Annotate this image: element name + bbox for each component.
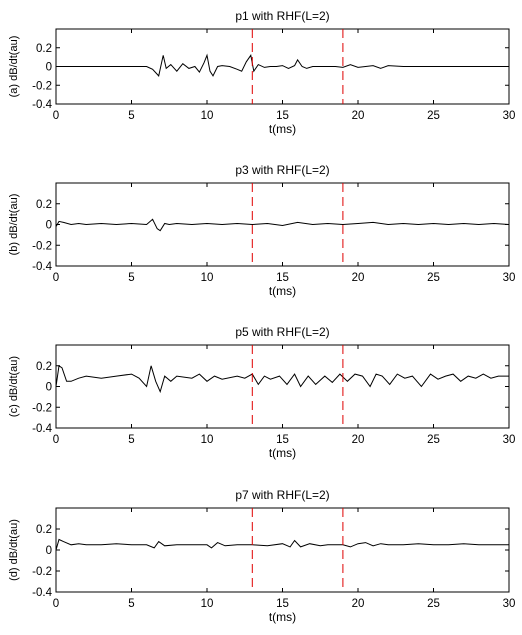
chart-panel-2: p3 with RHF(L=2) 0 5 10 15 20 25 30 0.2 0 -0.2 -0.4…	[8, 163, 515, 298]
x-tick-label: 10	[201, 110, 214, 122]
y-axis-label: (d) dB/dt(au)	[8, 519, 20, 581]
chart-title: p1 with RHF(L=2)	[235, 9, 329, 23]
y-tick-label: 0	[46, 62, 52, 74]
y-axis-label: (b) dB/dt(au)	[8, 194, 20, 256]
signal-line	[56, 53, 509, 77]
x-tick-label: 5	[128, 272, 134, 284]
x-tick-label: 20	[352, 598, 365, 610]
signal-line	[55, 538, 509, 551]
x-tick-label: 25	[427, 272, 440, 284]
y-tick-label: -0.2	[32, 240, 52, 252]
x-axis-label: t(ms)	[269, 284, 296, 298]
x-tick-label: 10	[201, 434, 214, 446]
chart-title: p3 with RHF(L=2)	[235, 163, 329, 177]
x-tick-label: 10	[201, 598, 214, 610]
x-tick-label: 0	[53, 598, 59, 610]
x-tick-label: 30	[503, 110, 516, 122]
x-tick-label: 20	[352, 434, 365, 446]
x-tick-label: 0	[53, 272, 59, 284]
y-tick-label: -0.2	[32, 80, 52, 92]
chart-panel-1: p1 with RHF(L=2) 0 5 10 15 20 25 30 0.2 0 -0.2 -0.4…	[8, 9, 515, 136]
x-tick-label: 0	[53, 110, 59, 122]
x-axis-label: t(ms)	[269, 446, 296, 460]
signal-line	[55, 364, 509, 394]
x-tick-label: 5	[128, 110, 134, 122]
y-tick-label: -0.4	[32, 423, 52, 435]
y-tick-label: 0	[46, 545, 52, 557]
x-tick-label: 25	[427, 434, 440, 446]
y-tick-label: 0.2	[36, 361, 52, 373]
plot-frame	[55, 344, 510, 429]
y-tick-label: -0.2	[32, 566, 52, 578]
signal-line	[55, 218, 510, 232]
x-tick-label: 10	[201, 272, 214, 284]
x-tick-label: 15	[276, 272, 289, 284]
y-tick-label: 0.2	[36, 524, 52, 536]
x-tick-label: 25	[427, 598, 440, 610]
x-tick-label: 20	[352, 110, 365, 122]
x-tick-label: 20	[352, 272, 365, 284]
y-tick-label: -0.4	[32, 99, 52, 111]
y-axis-label: (c) dB/dt(au)	[8, 356, 20, 417]
chart-title: p7 with RHF(L=2)	[235, 488, 329, 502]
y-tick-label: 0.2	[36, 43, 52, 55]
plot-frame	[55, 507, 510, 593]
x-tick-label: 30	[503, 598, 516, 610]
y-tick-label: -0.4	[32, 587, 52, 599]
x-tick-label: 0	[53, 434, 59, 446]
x-tick-label: 25	[427, 110, 440, 122]
x-axis-label: t(ms)	[269, 610, 296, 624]
x-tick-label: 15	[276, 110, 289, 122]
x-tick-label: 15	[276, 598, 289, 610]
chart-title: p5 with RHF(L=2)	[235, 325, 329, 339]
x-tick-label: 5	[128, 434, 134, 446]
x-axis-label: t(ms)	[269, 122, 296, 136]
chart-panel-4: p7 with RHF(L=2) 0 5 10 15 20 25 30 0.2 0 -0.2 -0.4…	[8, 488, 515, 624]
y-axis-label: (a) dB/dt(au)	[8, 36, 20, 98]
x-tick-label: 30	[503, 272, 516, 284]
chart-panel-3: p5 with RHF(L=2) 0 5 10 15 20 25 30 0.2 0 -0.2 -0.4…	[8, 325, 515, 460]
y-tick-label: 0	[46, 220, 52, 232]
y-tick-label: 0	[46, 382, 52, 394]
x-tick-label: 15	[276, 434, 289, 446]
x-tick-label: 30	[503, 434, 516, 446]
y-tick-label: -0.2	[32, 402, 52, 414]
y-tick-label: -0.4	[32, 261, 52, 273]
y-tick-label: 0.2	[36, 199, 52, 211]
x-tick-label: 5	[128, 598, 134, 610]
